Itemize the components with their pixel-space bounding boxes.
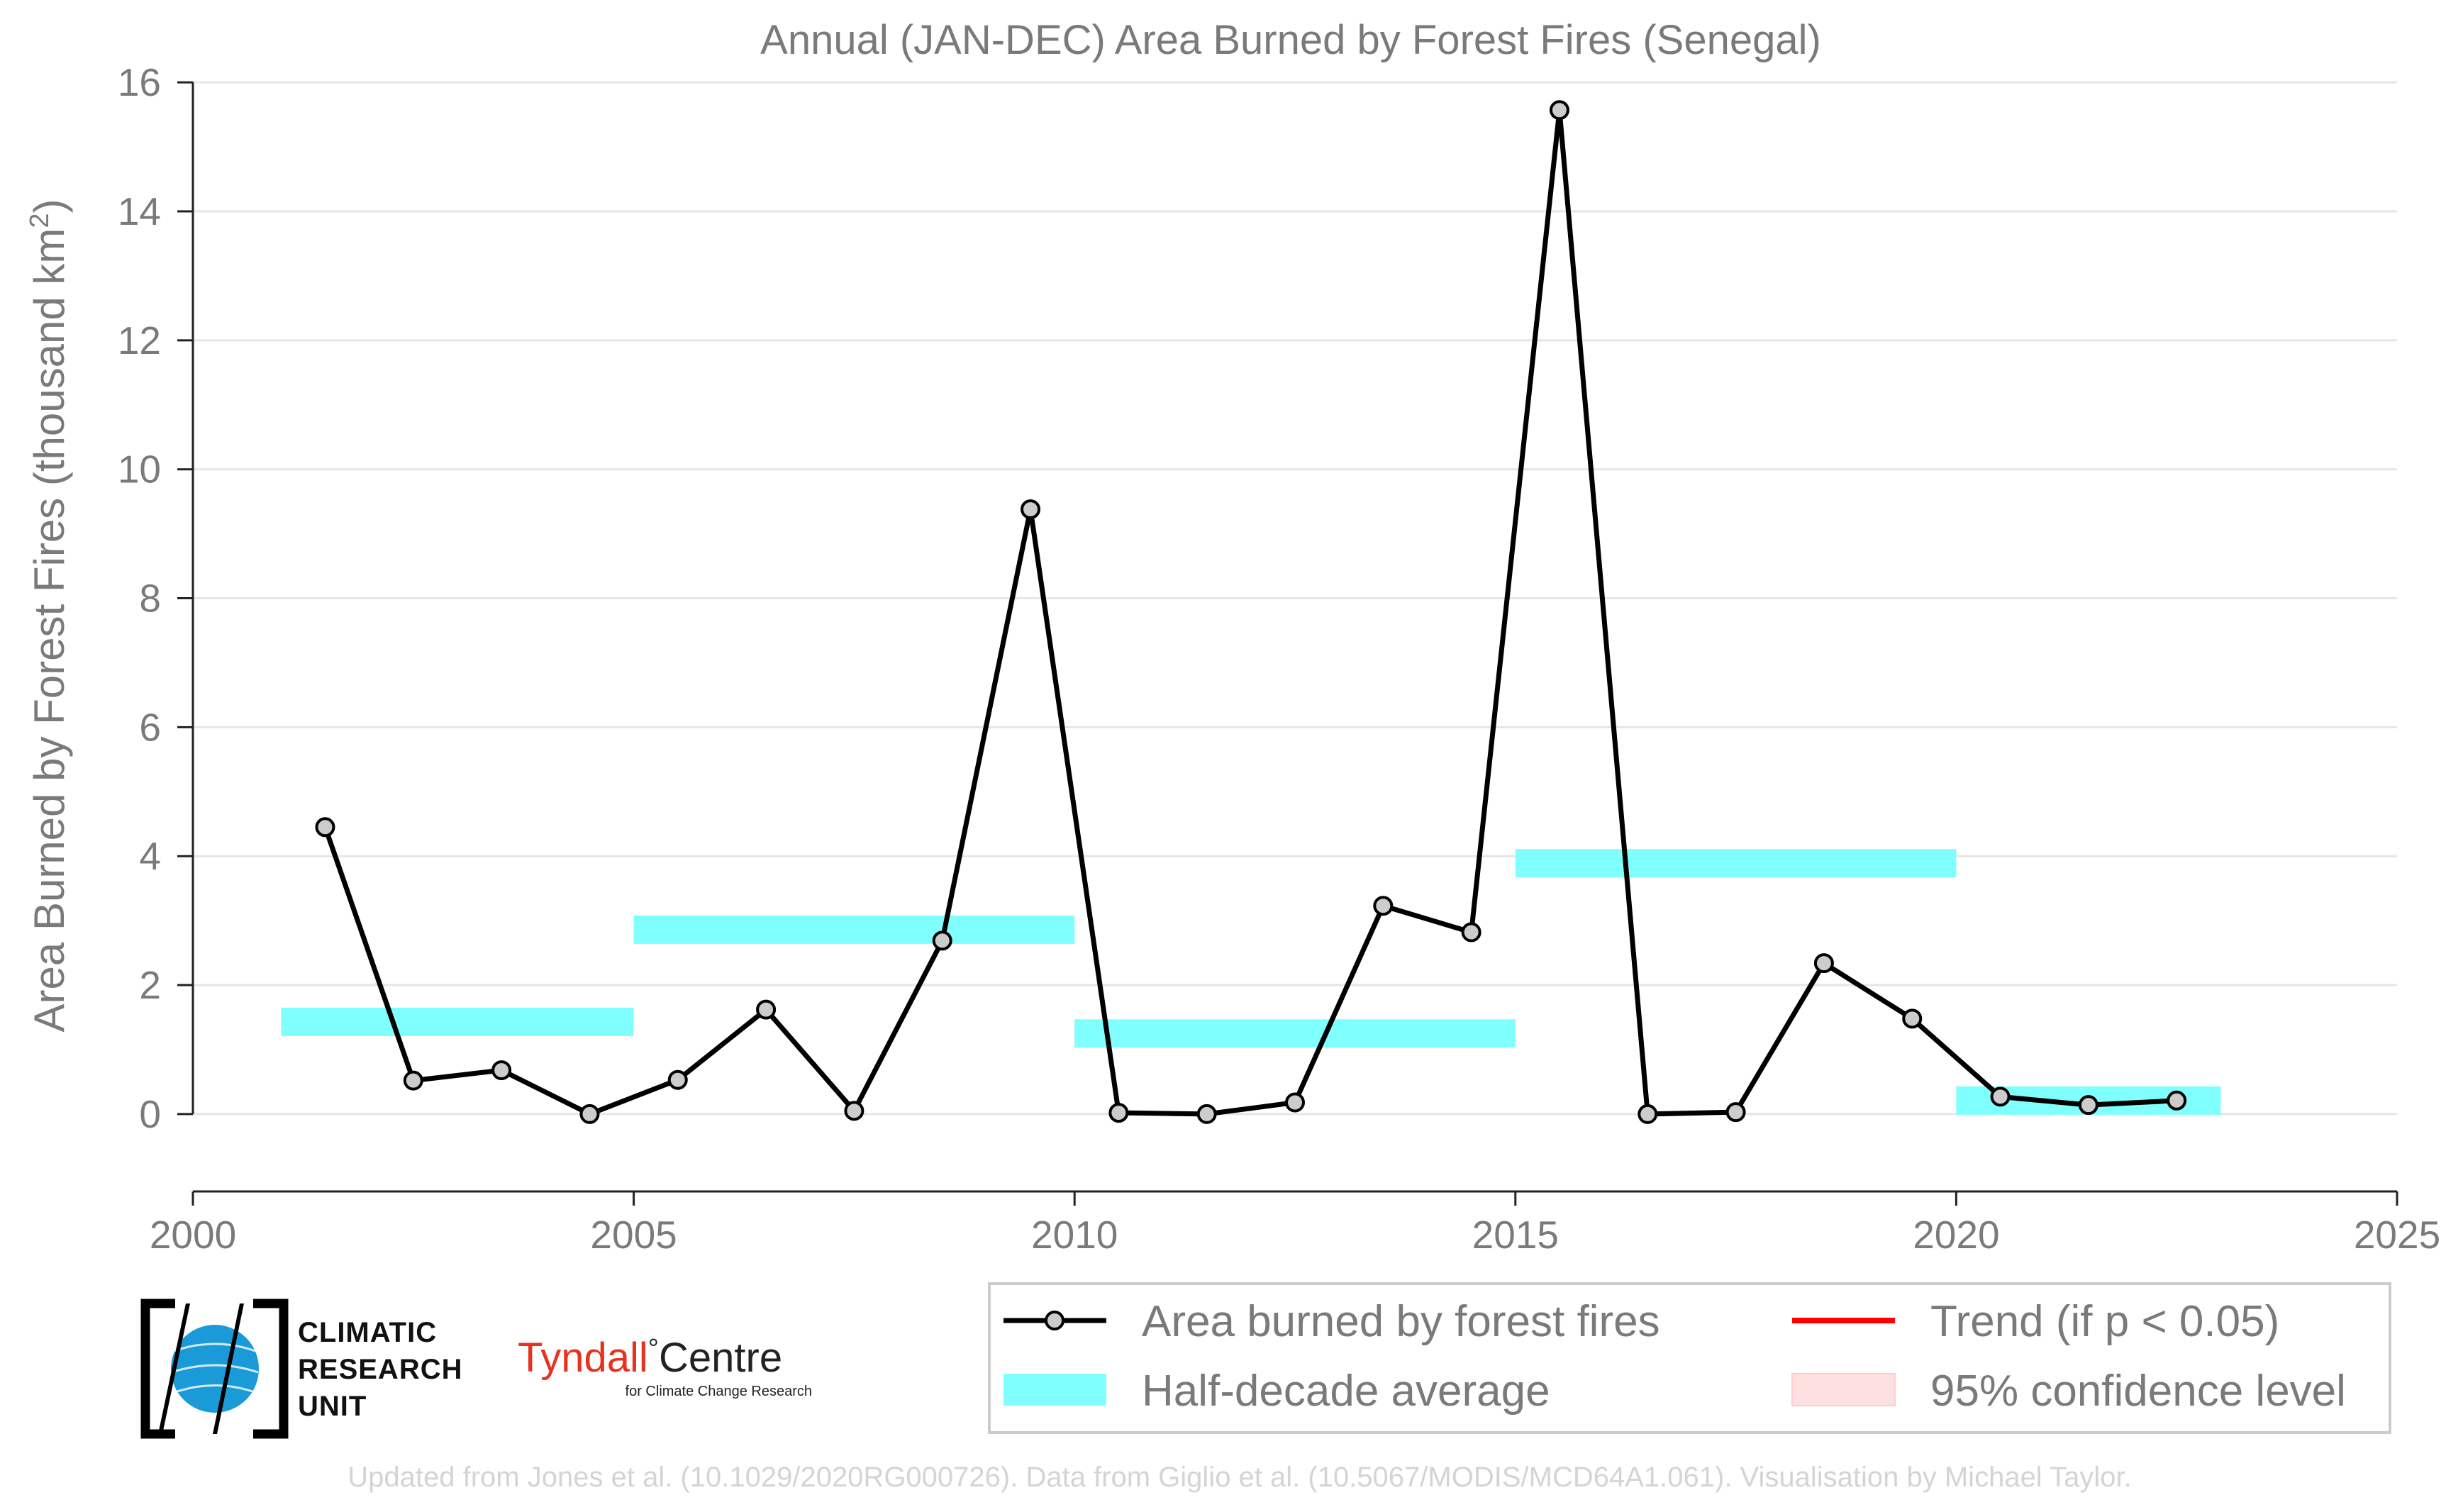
x-tick-label: 2000 — [150, 1213, 236, 1257]
legend-label-area-burned: Area burned by forest fires — [1142, 1297, 1660, 1346]
cru-text-line3: UNIT — [298, 1391, 367, 1422]
data-point — [1373, 896, 1394, 916]
y-axis-label: Area Burned by Forest Fires (thousand km… — [25, 199, 73, 1033]
legend-patch-half-decade — [1003, 1374, 1106, 1406]
half-decade-average-bar — [1074, 1019, 1516, 1048]
half-decade-average-bar — [1515, 849, 1957, 878]
data-point — [1990, 1086, 2011, 1107]
series-line — [323, 109, 2177, 1117]
y-tick-label: 0 — [139, 1092, 161, 1136]
y-tick-label: 2 — [139, 963, 161, 1007]
data-point — [1902, 1008, 1923, 1029]
gridlines — [193, 81, 2397, 1116]
x-tick-label: 2010 — [1031, 1213, 1118, 1257]
legend-label-half-decade: Half-decade average — [1142, 1367, 1550, 1416]
data-point — [403, 1070, 423, 1091]
data-point — [579, 1104, 600, 1124]
area-burned-series — [315, 100, 2187, 1124]
data-point — [491, 1060, 512, 1081]
y-tick-label: 12 — [118, 318, 161, 362]
y-tick-label: 6 — [139, 705, 161, 749]
x-tick-label: 2005 — [590, 1213, 677, 1257]
half-decade-average-bar — [281, 1007, 634, 1036]
x-tick-label: 2025 — [2354, 1213, 2440, 1257]
data-point — [844, 1101, 864, 1121]
data-point — [756, 999, 777, 1020]
cru-text-line1: CLIMATIC — [298, 1317, 437, 1348]
data-point — [2167, 1090, 2187, 1111]
data-point — [1725, 1102, 1746, 1123]
legend-marker-area-burned — [1045, 1311, 1064, 1330]
data-point — [932, 930, 952, 951]
data-point — [1549, 100, 1569, 121]
legend-label-trend: Trend (if p < 0.05) — [1930, 1297, 2279, 1346]
data-point — [1285, 1092, 1305, 1113]
tyndall-logo: Tyndall°Centre for Climate Change Resear… — [518, 1334, 812, 1399]
cru-logo: CLIMATIC RESEARCH UNIT — [140, 1299, 462, 1439]
y-tick-label: 16 — [118, 60, 161, 104]
axes: 0 2 4 6 8 10 12 14 16 2000 2005 2010 2015 2020 2025 — [118, 60, 2440, 1257]
data-point — [1461, 922, 1481, 943]
data-point — [667, 1069, 688, 1090]
chart-title: Annual (JAN-DEC) Area Burned by Forest F… — [760, 17, 1821, 63]
tyndall-subtitle: for Climate Change Research — [626, 1384, 812, 1399]
legend: Area burned by forest fires Trend (if p … — [988, 1282, 2391, 1434]
y-tick-label: 8 — [139, 577, 161, 621]
legend-patch-confidence — [1791, 1373, 1896, 1406]
legend-label-confidence: 95% confidence level — [1930, 1367, 2346, 1416]
y-tick-label: 10 — [118, 448, 161, 491]
x-tick-label: 2015 — [1472, 1213, 1559, 1257]
data-point — [1638, 1104, 1658, 1124]
data-point — [1108, 1103, 1129, 1123]
tyndall-wordmark: Tyndall°Centre — [518, 1334, 782, 1381]
data-point — [1021, 499, 1041, 520]
x-tick-label: 2020 — [1913, 1213, 1999, 1257]
legend-frame — [988, 1282, 2391, 1434]
data-point — [1196, 1104, 1217, 1124]
half-decade-average-bar — [633, 915, 1075, 944]
half-decade-average-bars — [281, 849, 2221, 1115]
data-point — [315, 817, 335, 838]
y-tick-label: 4 — [139, 834, 161, 878]
cru-text-line2: RESEARCH — [298, 1354, 462, 1385]
credit-line: Updated from Jones et al. (10.1029/2020R… — [348, 1462, 2131, 1493]
y-tick-label: 14 — [118, 189, 161, 233]
data-point — [1813, 953, 1834, 974]
data-point — [2078, 1095, 2098, 1116]
